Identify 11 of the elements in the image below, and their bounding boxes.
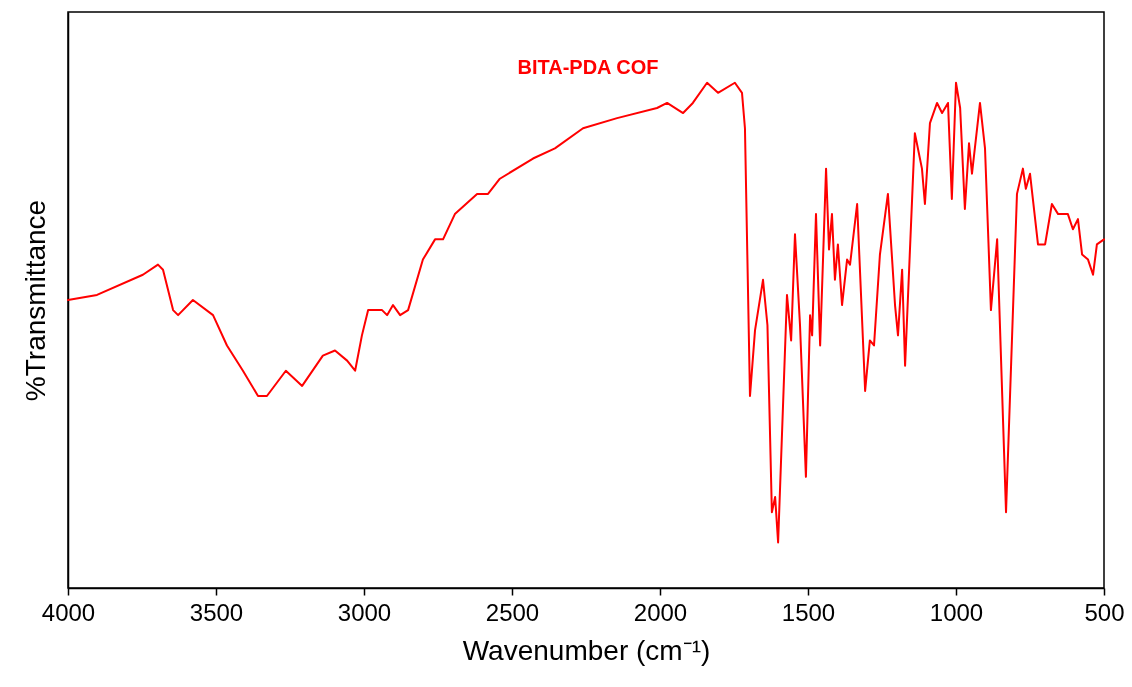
series-label: BITA-PDA COF — [517, 56, 659, 78]
x-tick-label: 500 — [1084, 598, 1125, 626]
x-tick-label: 3000 — [337, 598, 392, 626]
x-axis-title: Wavenumber (cm⁻¹) — [462, 634, 711, 666]
x-tick-label: 2000 — [633, 598, 688, 626]
x-tick-label: 4000 — [41, 598, 96, 626]
y-axis-title: %Transmittance — [19, 199, 51, 402]
x-tick-label: 2500 — [485, 598, 540, 626]
x-tick-label: 1500 — [781, 598, 836, 626]
x-tick-label: 3500 — [189, 598, 244, 626]
x-tick-label: 1000 — [929, 598, 984, 626]
